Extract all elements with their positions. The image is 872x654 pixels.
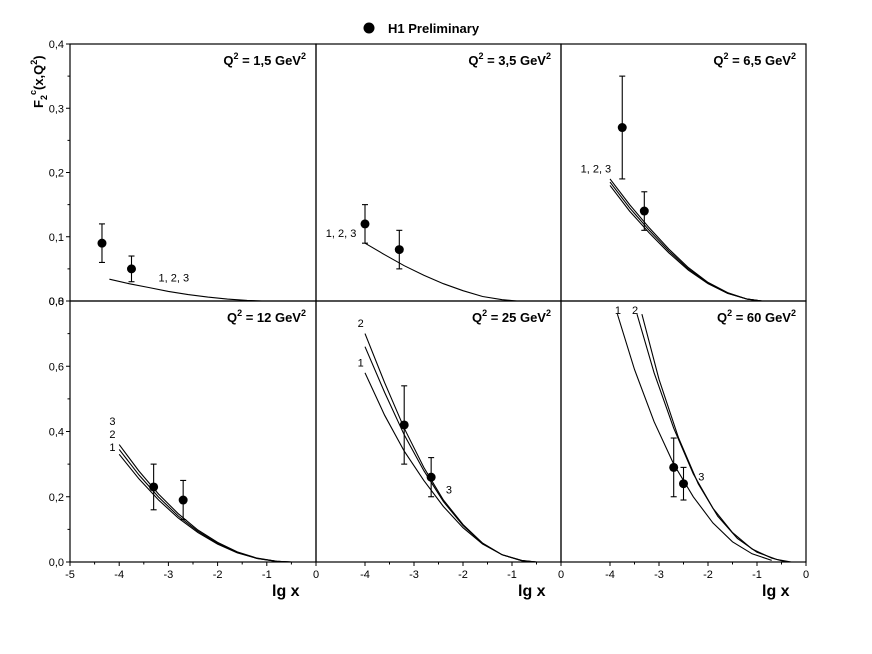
y-tick-label: 0,8 <box>49 296 64 308</box>
y-tick-label: 0,0 <box>49 296 64 308</box>
curve-2 <box>364 333 537 563</box>
panel-frame <box>315 43 562 302</box>
y-tick-label: 0,4 <box>49 427 64 439</box>
x-tick-label: 0 <box>313 569 319 581</box>
panel-frame <box>560 300 807 563</box>
x-tick-label: -4 <box>114 569 124 581</box>
curve-label: 1 <box>358 357 364 369</box>
y-tick-label: 0,1 <box>49 232 64 244</box>
y-axis-title: F2c(x,Q2) <box>28 55 49 108</box>
curve-label: 1, 2, 3 <box>581 164 612 176</box>
panel-title: Q2 = 6,5 GeV2 <box>713 51 796 68</box>
curve-label: 1 <box>615 305 621 317</box>
y-tick-label: 0,2 <box>49 492 64 504</box>
x-tick-label: -2 <box>458 569 468 581</box>
data-point <box>127 264 136 274</box>
curve-2 <box>636 313 787 563</box>
curve-label: 1 <box>109 442 115 454</box>
panel-1: 0,0 0,1 0,2 0,3 0,4 Q2 = 1,5 GeV2 1, 2, 3 <box>49 39 317 308</box>
curve-label: 3 <box>698 471 704 483</box>
y-tick-label: 0,4 <box>49 39 64 51</box>
x-tick-label: -3 <box>409 569 419 581</box>
data-point <box>679 479 688 489</box>
panel-3: Q2 = 6,5 GeV2 1, 2, 3 <box>560 43 807 302</box>
data-point <box>639 206 649 216</box>
panel-frame <box>315 300 562 563</box>
panel-title: Q2 = 60 GeV2 <box>717 308 796 325</box>
x-tick-label: -2 <box>703 569 713 581</box>
x-tick-label: -3 <box>654 569 664 581</box>
curve-3 <box>364 346 537 563</box>
data-point <box>97 238 107 248</box>
panel-title: Q2 = 3,5 GeV2 <box>468 51 551 68</box>
data-point <box>178 495 188 505</box>
y-tick-label: 0,0 <box>49 557 64 569</box>
x-axis-title-2: lg x <box>518 583 546 600</box>
panel-title: Q2 = 1,5 GeV2 <box>223 51 306 68</box>
curve-3 <box>118 444 292 563</box>
panel-frame <box>69 43 317 302</box>
y-tick-label: 0,3 <box>49 103 64 115</box>
legend-marker <box>363 22 375 34</box>
curve-1 <box>118 453 292 563</box>
curve-label: 1, 2, 3 <box>326 228 357 240</box>
curve-2 <box>118 449 292 563</box>
curve-label: 3 <box>446 484 452 496</box>
curve-3 <box>609 185 762 302</box>
curve-label: 2 <box>358 318 364 330</box>
curve-1 <box>616 313 772 561</box>
legend-label: H1 Preliminary <box>388 21 480 36</box>
y-tick-label: 0,6 <box>49 361 64 373</box>
x-axis-title-3: lg x <box>762 583 790 600</box>
curve-1 <box>364 372 537 563</box>
curve-1-2-3 <box>364 242 517 302</box>
y-tick-label: 0,2 <box>49 168 64 180</box>
curve-1-2-3 <box>109 278 262 302</box>
panel-6: -4 -3 -2 -1 0 Q2 = 60 GeV2 1 2 3 <box>560 300 809 581</box>
panel-5: -4 -3 -2 -1 0 Q2 = 25 GeV2 2 1 3 <box>315 300 564 581</box>
x-tick-label: -4 <box>360 569 370 581</box>
panel-4: 0,0 0,2 0,4 0,6 0,8 -5 -4 -3 -2 -1 0 Q2 = 12 GeV2 32… <box>49 296 319 581</box>
data-point <box>149 482 159 492</box>
x-tick-label: -5 <box>65 569 75 581</box>
curve-label: 1, 2, 3 <box>159 273 190 285</box>
x-tick-label: -4 <box>605 569 615 581</box>
x-tick-label: -1 <box>507 569 517 581</box>
curve-label: 3 <box>109 416 115 428</box>
x-axis-title-1: lg x <box>272 583 300 600</box>
data-point <box>399 420 409 430</box>
x-tick-label: 0 <box>803 569 809 581</box>
panel-title: Q2 = 25 GeV2 <box>472 308 551 325</box>
data-point <box>360 219 370 229</box>
panel-frame <box>69 300 317 563</box>
data-point <box>617 123 627 133</box>
x-tick-label: -3 <box>164 569 174 581</box>
curve-3 <box>641 313 792 563</box>
x-tick-label: -2 <box>213 569 223 581</box>
data-point <box>426 472 436 482</box>
curve-label: 2 <box>109 429 115 441</box>
curve-2 <box>609 178 762 302</box>
panel-title: Q2 = 12 GeV2 <box>227 308 306 325</box>
x-tick-label: -1 <box>262 569 272 581</box>
data-point <box>669 462 679 472</box>
panel-2: Q2 = 3,5 GeV2 1, 2, 3 <box>315 43 562 302</box>
x-tick-label: 0 <box>558 569 564 581</box>
data-point <box>394 245 404 255</box>
x-tick-label: -1 <box>752 569 762 581</box>
curve-label: 2 <box>632 305 638 317</box>
curve-1 <box>609 181 762 302</box>
legend: H1 Preliminary <box>363 21 480 36</box>
